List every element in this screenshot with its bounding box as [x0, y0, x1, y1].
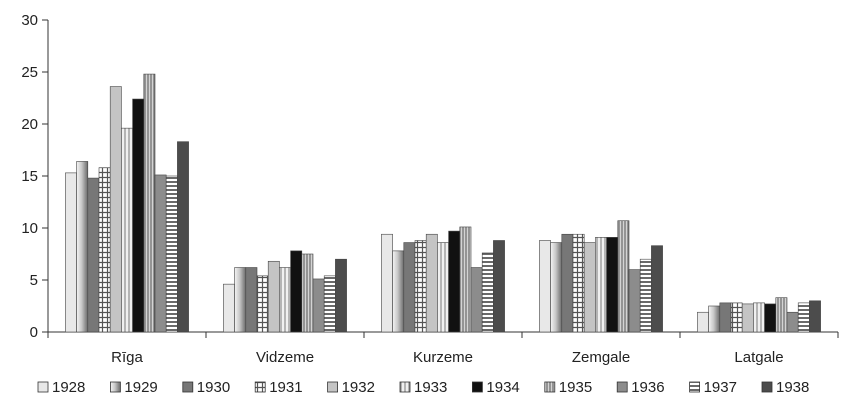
bar-1932-1	[267, 260, 280, 333]
legend-swatch-1938	[761, 381, 773, 393]
bar-1929-3	[550, 242, 563, 333]
bar-1936-2	[470, 267, 483, 333]
bar-1938-0	[177, 141, 189, 333]
bar-1931-2	[414, 240, 427, 333]
category-label: Zemgale	[572, 349, 630, 366]
legend-label-1935: 1935	[559, 379, 592, 396]
bar-1937-1	[323, 275, 336, 333]
bar-1930-1	[245, 267, 258, 333]
legend-label-1930: 1930	[197, 379, 230, 396]
bar-1937-0	[165, 175, 178, 333]
bar-1934-3	[606, 237, 619, 333]
bar-1937-4	[797, 302, 810, 333]
y-tick-label: 30	[21, 12, 38, 29]
y-tick-label: 15	[21, 168, 38, 185]
legend-label-1929: 1929	[124, 379, 157, 396]
legend-swatch-1932	[327, 381, 339, 393]
bar-1933-0	[121, 127, 133, 333]
legend-swatch-1936	[616, 381, 628, 393]
bar-1929-4	[708, 305, 721, 333]
bar-1935-1	[301, 253, 314, 333]
bar-1931-3	[572, 233, 585, 333]
bar-1938-4	[809, 300, 821, 333]
category-label: Latgale	[734, 349, 783, 366]
y-tick-label: 25	[21, 64, 38, 81]
bar-1930-4	[719, 302, 732, 333]
bar-1938-1	[335, 258, 347, 333]
bar-1931-4	[730, 302, 743, 333]
bars	[65, 73, 821, 333]
bar-1931-1	[256, 275, 269, 333]
legend-label-1933: 1933	[414, 379, 447, 396]
bar-1936-0	[154, 174, 167, 333]
bar-1935-4	[775, 297, 788, 333]
legend-label-1938: 1938	[776, 379, 809, 396]
bar-1935-0	[143, 73, 156, 333]
bar-1930-0	[87, 177, 100, 333]
category-label: Vidzeme	[256, 349, 314, 366]
legend-swatch-1934	[471, 381, 483, 393]
bar-1930-2	[403, 242, 416, 333]
bar-1929-1	[234, 267, 247, 333]
bar-1935-2	[459, 226, 472, 333]
bar-1938-2	[493, 240, 505, 333]
y-tick-label: 5	[30, 272, 38, 289]
legend-label-1936: 1936	[631, 379, 664, 396]
bar-1932-0	[109, 86, 122, 333]
bar-1932-3	[583, 242, 596, 333]
bar-1933-2	[437, 242, 449, 333]
legend-swatch-1937	[689, 381, 700, 393]
legend-label-1931: 1931	[269, 379, 302, 396]
bar-1931-0	[98, 167, 111, 333]
bar-1929-0	[76, 161, 89, 333]
legend-swatch-1933	[399, 381, 411, 393]
category-label: Rīga	[111, 349, 143, 366]
bar-1932-4	[741, 303, 754, 333]
bar-1930-3	[561, 233, 574, 333]
bar-1936-1	[312, 278, 325, 333]
bar-1937-2	[481, 252, 494, 333]
bar-1928-3	[539, 240, 551, 333]
bar-1933-3	[595, 237, 607, 333]
bar-1936-3	[628, 269, 641, 333]
bar-1935-3	[617, 220, 630, 333]
y-tick-label: 0	[30, 324, 38, 341]
bar-1928-4	[697, 311, 709, 333]
legend-swatch-1931	[254, 381, 266, 393]
legend-swatch-1930	[182, 381, 194, 393]
bar-1934-0	[132, 98, 145, 333]
bar-1928-0	[65, 172, 77, 333]
bar-1934-2	[448, 230, 461, 333]
bar-1929-2	[392, 250, 405, 333]
bar-1932-2	[425, 233, 438, 333]
bar-1928-2	[381, 233, 393, 333]
bar-1928-1	[223, 283, 235, 333]
category-labels: Rīga Vidzeme Kurzeme Zemgale Latgale	[111, 349, 783, 366]
legend-label-1932: 1932	[342, 379, 375, 396]
y-tick-label: 20	[21, 116, 38, 133]
legend-swatch-1929	[110, 381, 121, 393]
bar-1934-1	[290, 250, 303, 333]
bar-1937-3	[639, 258, 652, 333]
bar-1938-3	[651, 245, 663, 333]
category-label: Kurzeme	[413, 349, 473, 366]
bar-1933-4	[753, 302, 765, 333]
legend-swatch-1935	[544, 381, 556, 393]
legend-label-1928: 1928	[52, 379, 85, 396]
bar-1934-4	[764, 303, 777, 333]
bar-1933-1	[279, 267, 291, 333]
legend: 1928 1929 1930 1931 1932 1933 1934 1935 1936 1937…	[37, 379, 809, 396]
y-tick-label: 10	[21, 220, 38, 237]
legend-label-1934: 1934	[486, 379, 519, 396]
bar-1936-4	[786, 311, 799, 333]
legend-swatch-1928	[37, 381, 49, 393]
legend-label-1937: 1937	[704, 379, 737, 396]
